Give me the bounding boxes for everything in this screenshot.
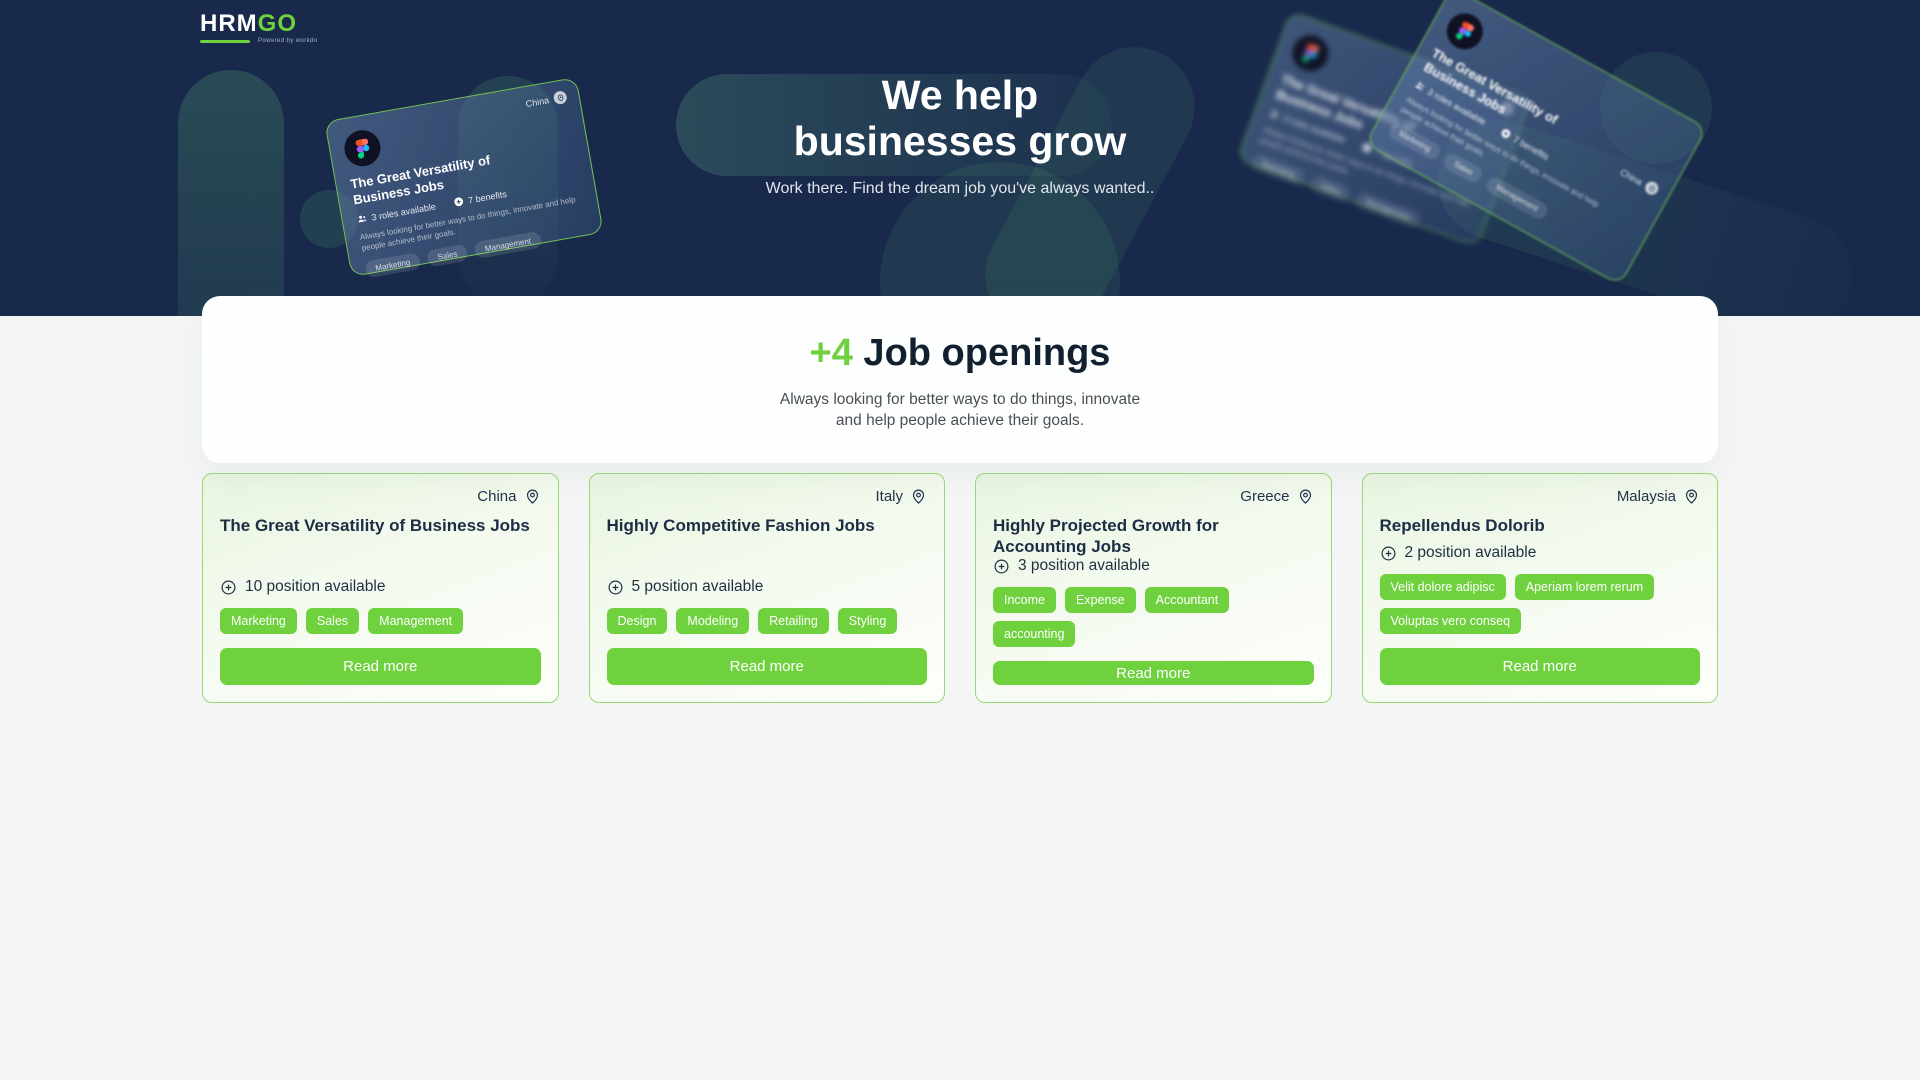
- hero-title-line2: businesses grow: [793, 118, 1127, 164]
- job-tag: Accountant: [1144, 587, 1230, 613]
- job-title: Repellendus Dolorib: [1379, 516, 1545, 535]
- brand-logo-text: HRMGO: [200, 12, 318, 36]
- decor-tag: Marketing: [364, 252, 422, 279]
- openings-title: +4 Job openings: [202, 332, 1718, 375]
- job-tag: Management: [368, 608, 464, 634]
- job-tag: Expense: [1065, 587, 1136, 613]
- job-positions: 3 position available: [993, 557, 1314, 575]
- powered-by-label: Powered by workdo: [258, 38, 318, 44]
- job-card-italy: Italy Highly Competitive Fashion Jobs 5 …: [588, 473, 945, 703]
- decor-roles: 3 roles available: [356, 200, 437, 225]
- job-tag: Velit dolore adipisc: [1379, 574, 1506, 600]
- job-positions: 2 position available: [1380, 544, 1701, 562]
- hero-section: HRMGO Powered by workdo China The Great …: [0, 0, 1920, 316]
- brand-logo[interactable]: HRMGO Powered by workdo: [200, 12, 318, 44]
- circle-plus-icon: [220, 579, 237, 596]
- people-icon: [1413, 79, 1428, 94]
- read-more-button[interactable]: Read more: [220, 648, 541, 685]
- openings-count: +4: [809, 332, 853, 374]
- job-tags: Design Modeling Retailing Styling: [606, 608, 928, 634]
- openings-title-text: Job openings: [852, 332, 1111, 374]
- job-tags: Income Expense Accountant accounting: [993, 587, 1314, 647]
- hero-title-line1: We help: [881, 72, 1039, 118]
- openings-panel: +4 Job openings Always looking for bette…: [202, 296, 1718, 463]
- job-card-greece: Greece Highly Projected Growth for Accou…: [975, 473, 1332, 703]
- map-pin-icon: [1683, 488, 1700, 505]
- logo-underline: [200, 39, 250, 43]
- job-tag: accounting: [993, 621, 1076, 647]
- brand-logo-go: GO: [257, 10, 297, 37]
- job-location: Greece: [993, 488, 1314, 505]
- job-location: Malaysia: [1380, 488, 1701, 505]
- map-pin-icon: [552, 90, 568, 106]
- job-card-china: China The Great Versatility of Business …: [202, 473, 559, 703]
- figma-logo-icon: [341, 127, 384, 170]
- map-pin-icon: [524, 488, 541, 505]
- decor-location: China: [1618, 165, 1661, 197]
- figma-logo-icon: [1287, 30, 1334, 77]
- job-tag: Styling: [837, 608, 898, 634]
- job-tag: Sales: [305, 608, 360, 634]
- job-tag: Retailing: [758, 608, 829, 634]
- read-more-button[interactable]: Read more: [1379, 648, 1700, 685]
- people-icon: [356, 212, 369, 225]
- job-card-malaysia: Malaysia Repellendus Dolorib 2 position …: [1361, 473, 1718, 703]
- circle-plus-icon: [1380, 545, 1397, 562]
- job-cards-row: China The Great Versatility of Business …: [202, 473, 1718, 703]
- hero-decor-shape: [178, 70, 284, 316]
- hero-subtitle: Work there. Find the dream job you've al…: [765, 180, 1155, 197]
- decor-job-card-left: China The Great Versatility of Business …: [324, 76, 604, 279]
- job-title: Highly Projected Growth for Accounting J…: [993, 516, 1219, 556]
- hero-decor-shape: [676, 74, 1112, 176]
- decor-job-card-front: China The Great Versatility of Business …: [1364, 0, 1708, 286]
- job-positions: 10 position available: [220, 578, 541, 596]
- job-tag: Modeling: [676, 608, 750, 634]
- job-tag: Aperiam lorem rerum: [1514, 574, 1655, 600]
- openings-subtitle: Always looking for better ways to do thi…: [779, 391, 1141, 429]
- job-tags: Marketing Sales Management: [220, 608, 541, 634]
- circle-plus-icon: [993, 558, 1010, 575]
- circle-plus-filled-icon: [452, 195, 465, 208]
- read-more-button[interactable]: Read more: [993, 661, 1314, 685]
- job-location: Italy: [607, 488, 928, 505]
- job-location: China: [220, 488, 541, 505]
- job-tag: Design: [606, 608, 668, 634]
- people-icon: [1268, 107, 1282, 121]
- decor-location: China: [525, 90, 568, 110]
- circle-plus-filled-icon: [1498, 126, 1513, 141]
- job-tag: Marketing: [220, 608, 297, 634]
- decor-benefits: 7 benefits: [452, 188, 507, 208]
- hero-title: We help businesses grow: [0, 72, 1920, 164]
- job-tags: Velit dolore adipisc Aperiam lorem rerum…: [1379, 574, 1701, 634]
- map-pin-icon: [1642, 179, 1661, 197]
- map-pin-icon: [1297, 488, 1314, 505]
- read-more-button[interactable]: Read more: [606, 648, 927, 685]
- job-title: The Great Versatility of Business Jobs: [220, 516, 530, 535]
- job-tag: Income: [993, 587, 1056, 613]
- job-title: Highly Competitive Fashion Jobs: [606, 516, 875, 535]
- figma-logo-icon: [1440, 6, 1490, 56]
- circle-plus-icon: [607, 579, 624, 596]
- map-pin-icon: [910, 488, 927, 505]
- job-tag: Voluptas vero conseq: [1379, 608, 1522, 634]
- circle-plus-filled-icon: [1360, 141, 1374, 155]
- brand-logo-hrm: HRM: [200, 10, 258, 37]
- job-positions: 5 position available: [607, 578, 928, 596]
